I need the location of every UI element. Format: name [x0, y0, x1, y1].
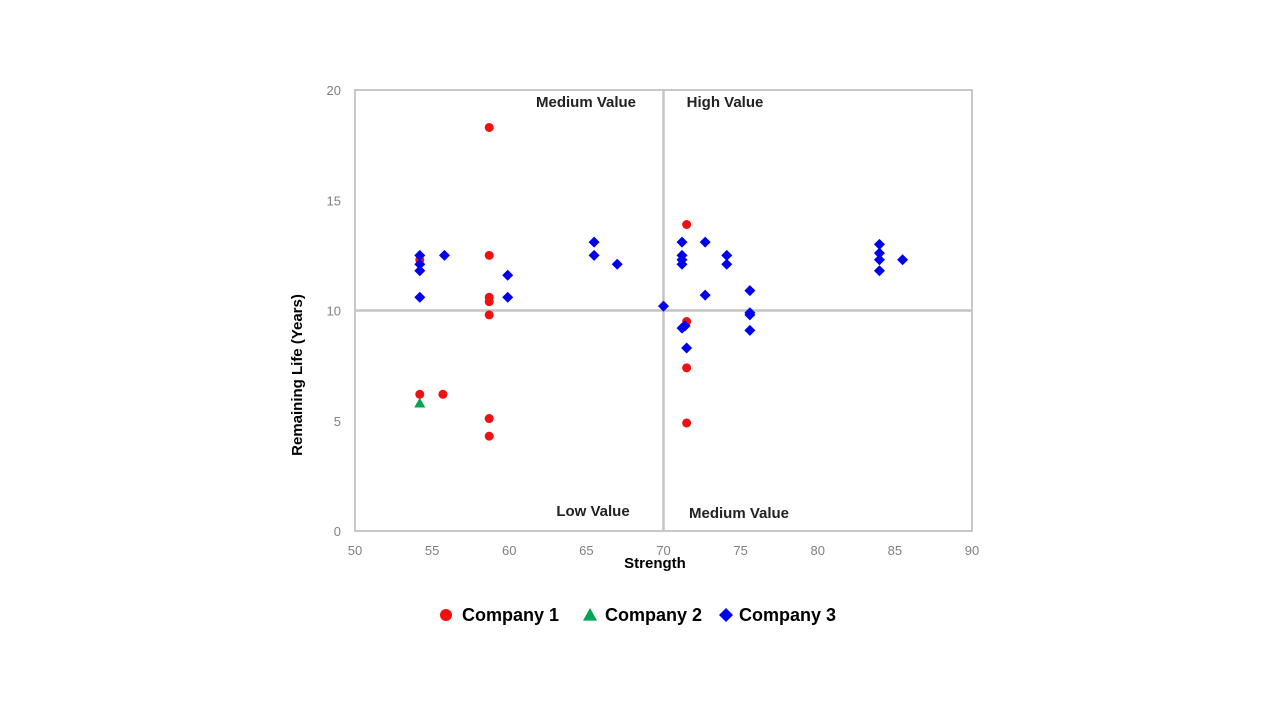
data-point [484, 414, 494, 424]
data-point [484, 431, 494, 441]
data-point [502, 269, 514, 281]
x-tick-label: 75 [733, 543, 747, 558]
legend: Company 1 Company 2 Company 3 [440, 605, 836, 625]
data-point [484, 297, 494, 307]
data-point [897, 254, 909, 266]
legend-label: Company 1 [462, 605, 559, 625]
data-point [682, 363, 692, 373]
data-point [744, 309, 756, 321]
data-point [414, 397, 426, 408]
x-axis-title: Strength [624, 555, 686, 572]
data-point [873, 265, 885, 277]
legend-marker [583, 608, 597, 621]
data-point [414, 291, 426, 303]
legend-label: Company 3 [739, 605, 836, 625]
data-point [415, 389, 425, 399]
data-point [438, 249, 450, 261]
x-tick-label: 50 [348, 543, 362, 558]
data-point [679, 320, 691, 332]
data-point [721, 258, 733, 270]
legend-item: Company 3 [719, 605, 836, 625]
data-point [414, 265, 426, 277]
data-point [721, 249, 733, 261]
x-tick-label: 80 [811, 543, 825, 558]
y-axis-ticks: 0 5 10 15 20 [327, 83, 341, 539]
data-point [414, 258, 426, 270]
quadrant-label-bottom-right: Medium Value [689, 505, 789, 522]
quadrant-label-bottom-left: Low Value [556, 503, 629, 520]
data-point [699, 236, 711, 248]
data-point [588, 236, 600, 248]
data-point [658, 300, 669, 312]
x-tick-label: 55 [425, 543, 439, 558]
data-point [676, 236, 688, 248]
data-point [873, 238, 885, 250]
data-point [873, 254, 885, 266]
data-point [502, 291, 514, 303]
data-point [676, 258, 688, 270]
data-point [682, 418, 692, 428]
data-point [414, 249, 426, 261]
legend-marker [440, 609, 452, 621]
x-tick-label: 70 [656, 543, 670, 558]
y-axis-title: Remaining Life (Years) [289, 294, 306, 456]
series-company-2 [414, 397, 426, 408]
data-point [588, 249, 600, 261]
data-point [682, 220, 692, 230]
data-point [681, 342, 693, 354]
legend-label: Company 2 [605, 605, 702, 625]
data-point [484, 250, 494, 260]
x-tick-label: 65 [579, 543, 593, 558]
x-tick-label: 60 [502, 543, 516, 558]
y-tick-label: 15 [327, 193, 341, 208]
data-point [699, 289, 711, 301]
data-point [438, 389, 448, 399]
x-tick-label: 90 [965, 543, 979, 558]
series-company-3 [414, 236, 909, 354]
data-point [744, 285, 756, 297]
x-tick-label: 85 [888, 543, 902, 558]
y-tick-label: 10 [327, 304, 341, 319]
data-point [744, 324, 756, 336]
y-tick-label: 20 [327, 83, 341, 98]
legend-marker [719, 608, 733, 622]
y-tick-label: 0 [334, 524, 341, 539]
series-company-1 [415, 122, 692, 441]
y-tick-label: 5 [334, 414, 341, 429]
data-point [873, 247, 885, 259]
data-points [414, 122, 909, 441]
legend-item: Company 1 [440, 605, 559, 625]
quadrant-label-top-left: Medium Value [536, 94, 636, 111]
quadrant-label-top-right: High Value [687, 94, 764, 111]
data-point [484, 122, 494, 132]
legend-item: Company 2 [583, 605, 702, 625]
data-point [484, 310, 494, 320]
data-point [611, 258, 623, 270]
x-axis-ticks: 50 55 60 65 70 75 80 85 90 [348, 543, 979, 558]
